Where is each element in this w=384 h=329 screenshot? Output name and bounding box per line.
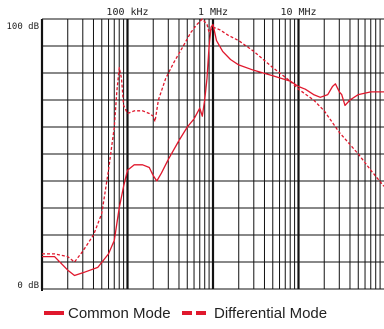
- x-tick-label: 100 kHz: [106, 7, 148, 18]
- common-mode-line: [42, 23, 384, 277]
- differential-mode-line: [42, 18, 384, 263]
- series-group: [42, 18, 384, 277]
- grid: [40, 18, 384, 291]
- tick-labels: 100 kHz 1 MHz 10 MHz 100 dB 0 dB: [6, 7, 316, 291]
- legend-item-differential: Differential Mode: [182, 305, 327, 322]
- x-tick-label: 1 MHz: [198, 7, 228, 18]
- legend: Common Mode Differential Mode: [44, 305, 327, 322]
- y-tick-label: 100 dB: [6, 22, 39, 32]
- y-tick-label: 0 dB: [17, 281, 39, 291]
- x-tick-label: 10 MHz: [280, 7, 316, 18]
- legend-label: Common Mode: [68, 305, 171, 322]
- legend-label: Differential Mode: [214, 305, 327, 322]
- legend-item-common: Common Mode: [44, 305, 171, 322]
